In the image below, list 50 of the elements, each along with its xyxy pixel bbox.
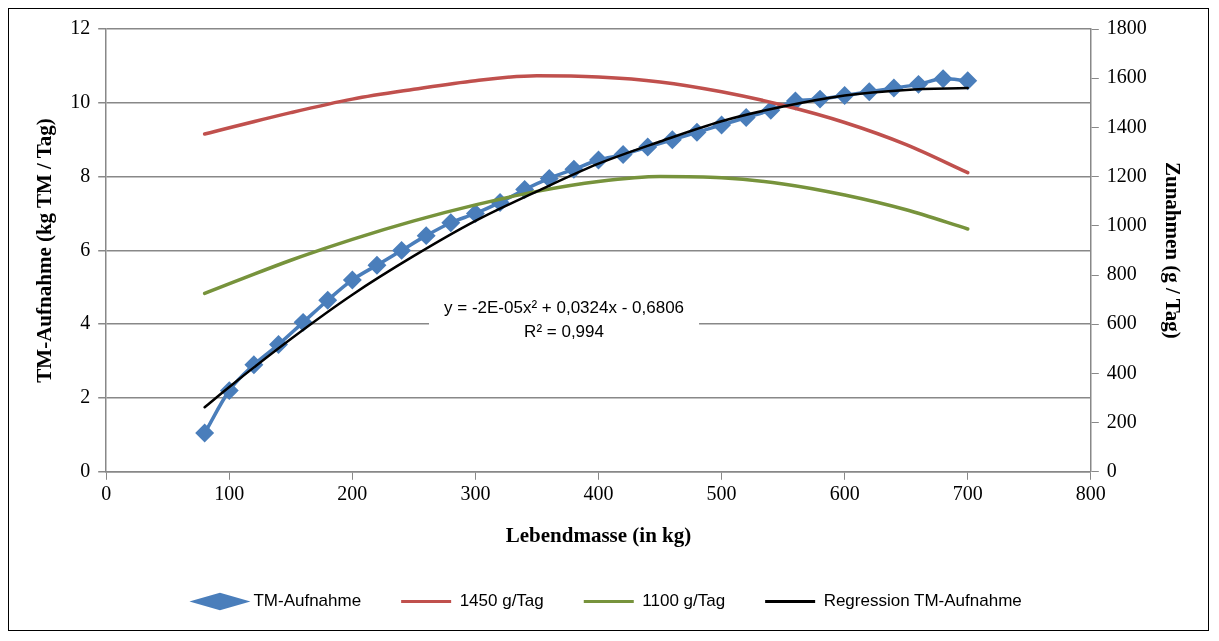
x-tick-label: 800 — [1075, 482, 1106, 505]
line-series — [202, 73, 970, 175]
point — [195, 424, 214, 442]
legend-label: 1450 g/Tag — [459, 591, 544, 611]
legend-label: 1100 g/Tag — [642, 591, 726, 611]
y2-tick-label: 600 — [1106, 311, 1137, 334]
x-tick-label: 100 — [214, 482, 245, 505]
y-tick-label: 6 — [80, 237, 91, 260]
point — [417, 226, 435, 245]
y-tick-label: 2 — [80, 385, 91, 408]
x-tick-label: 200 — [337, 482, 368, 505]
x-tick-label: 700 — [952, 482, 983, 505]
point — [368, 256, 386, 274]
y2-tick-label: 1000 — [1106, 213, 1147, 236]
y-axis-title: TM-Aufnahme (kg TM / Tag) — [32, 118, 57, 383]
x-tick-label: 600 — [829, 482, 860, 505]
y-tick-label: 10 — [70, 90, 91, 113]
point — [958, 71, 977, 90]
annotation: R² = 0,994 — [524, 321, 604, 341]
y2-tick-label: 800 — [1106, 262, 1137, 285]
x-tick-label: 0 — [101, 482, 112, 505]
y2-tick-label: 0 — [1106, 459, 1117, 482]
y2-tick-label: 1800 — [1106, 16, 1147, 39]
y2-tick-label: 1600 — [1106, 65, 1147, 88]
x-axis-title: Lebendmasse (in kg) — [505, 522, 692, 547]
x-tick-label: 400 — [583, 482, 614, 505]
y2-tick-label: 400 — [1106, 360, 1137, 383]
line-series — [202, 174, 970, 296]
x-tick-label: 300 — [460, 482, 491, 505]
y-tick-label: 4 — [80, 311, 91, 334]
point — [934, 70, 952, 88]
y-tick-label: 8 — [80, 163, 91, 186]
point — [442, 213, 460, 232]
point — [540, 169, 559, 188]
point — [343, 271, 362, 289]
annotation: y = -2E-05x² + 0,0324x - 0,6806 — [444, 297, 685, 317]
point — [318, 291, 337, 309]
y-tick-label: 12 — [70, 16, 91, 39]
legend-label: TM-Aufnahme — [253, 591, 362, 611]
point — [466, 204, 485, 223]
y2-axis-title: Zunahmen (g / Tag) — [1160, 161, 1185, 339]
point — [909, 75, 928, 94]
legend-label: Regression TM-Aufnahme — [823, 591, 1022, 611]
y2-tick-label: 1400 — [1106, 114, 1147, 137]
point — [392, 241, 411, 260]
y-tick-label: 0 — [80, 459, 91, 482]
y2-tick-label: 1200 — [1106, 163, 1147, 186]
x-tick-label: 500 — [706, 482, 737, 505]
point — [294, 313, 312, 332]
y2-tick-label: 200 — [1106, 409, 1137, 432]
